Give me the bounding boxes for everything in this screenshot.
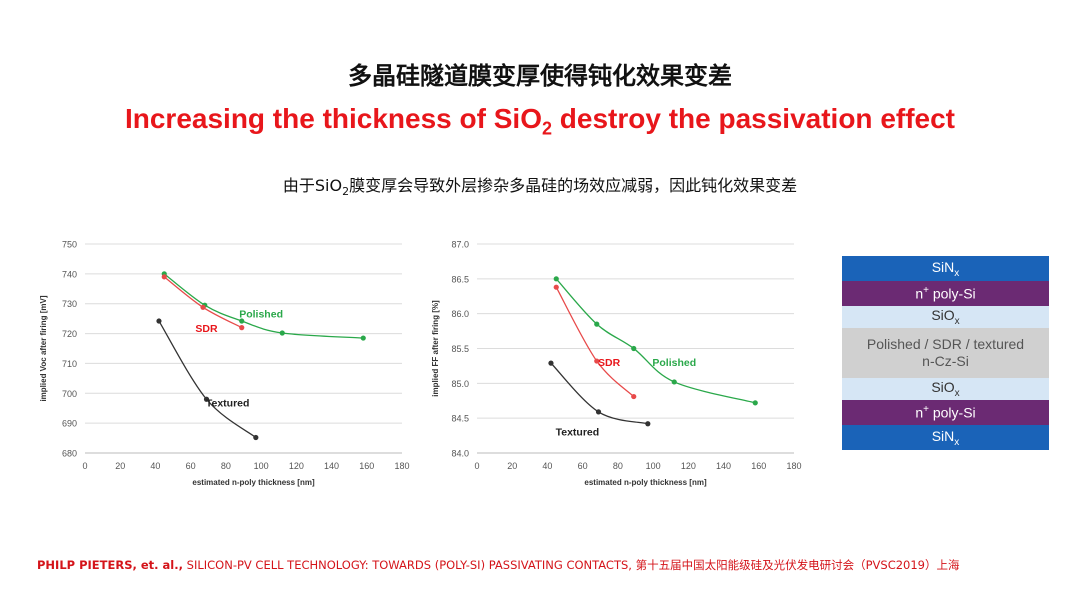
stack-layer: SiNx [842,256,1049,281]
y-tick-label: 750 [62,240,77,250]
description-text: 由于SiO2膜变厚会导致外层掺杂多晶硅的场效应减弱，因此钝化效果变差 [282,176,798,199]
data-point-textured [156,318,162,324]
y-tick-label: 85.0 [451,379,469,389]
x-tick-label: 20 [115,461,125,471]
series-line-polished [163,273,364,339]
data-point-sdr [594,358,600,364]
y-tick-label: 730 [62,299,77,309]
y-tick-label: 86.0 [451,309,469,319]
y-tick-label: 84.0 [451,449,469,459]
citation: PHILP PIETERS, et. al., SILICON-PV CELL … [37,558,960,572]
series-label-textured: Textured [206,398,250,410]
y-axis-label: implied FF after firing [%] [431,300,440,397]
stack-layer-label: SiNx [931,427,960,448]
y-axis-label: implied Voc after firing [mV] [39,295,48,401]
data-point-polished [279,330,285,336]
x-tick-label: 80 [613,461,623,471]
y-tick-label: 710 [62,359,77,369]
data-point-sdr [631,393,637,400]
data-point-textured [253,434,259,441]
data-point-polished [752,400,758,406]
page-title-cn: 多晶硅隧道膜变厚使得钝化效果变差 [348,62,732,90]
x-tick-label: 180 [394,461,409,471]
x-tick-label: 40 [150,461,160,471]
stack-layer: Polished / SDR / textured n-Cz-Si [842,328,1049,378]
x-tick-label: 40 [542,461,552,471]
stack-layer: n+ poly-Si [842,281,1049,306]
series-line-textured [550,362,648,425]
x-tick-label: 60 [186,461,196,471]
x-tick-label: 60 [578,461,588,471]
stack-layer-label: Polished / SDR / textured n-Cz-Si [866,336,1025,369]
y-tick-label: 87.0 [451,240,469,250]
x-tick-label: 180 [786,461,801,471]
page-title-en: Increasing the thickness of SiO2 destroy… [124,103,956,139]
series-line-sdr [555,286,635,398]
stack-layer: SiOx [842,306,1049,328]
series-line-sdr [163,276,243,329]
y-tick-label: 700 [62,389,77,399]
y-tick-label: 690 [62,419,77,429]
data-point-textured [548,360,554,366]
x-tick-label: 120 [289,461,304,471]
series-label-textured: Textured [556,427,600,439]
x-tick-label: 20 [507,461,517,471]
x-tick-label: 0 [82,461,87,471]
data-point-polished [594,321,600,327]
y-tick-label: 680 [62,449,77,459]
x-tick-label: 100 [646,461,661,471]
data-point-sdr [553,284,559,290]
series-label-sdr: SDR [598,357,621,369]
data-point-textured [595,409,602,415]
data-point-polished [239,318,245,324]
y-tick-label: 740 [62,269,77,279]
voc-chart: 680 690 700 710 720 730 740 750 0 20 40 60 80 100 120 1… [39,240,410,488]
x-axis-label: estimated n-poly thickness [nm] [584,478,707,487]
stack-layer-label: SiOx [931,379,960,399]
y-tick-label: 720 [62,329,77,339]
x-axis-label: estimated n-poly thickness [nm] [192,478,315,487]
x-tick-label: 140 [324,461,339,471]
stack-layer: n+ poly-Si [842,400,1049,425]
y-tick-label: 86.5 [451,274,469,284]
y-tick-label: 85.5 [451,344,469,354]
data-point-sdr [239,325,245,331]
x-tick-label: 120 [681,461,696,471]
x-tick-label: 0 [474,461,479,471]
data-point-sdr [200,304,206,310]
data-point-sdr [161,274,167,280]
stack-layer: SiNx [842,425,1049,450]
stack-layer-label: n+ poly-Si [915,285,976,302]
x-tick-label: 140 [716,461,731,471]
x-tick-label: 80 [221,461,231,471]
stack-layer: SiOx [842,378,1049,400]
y-tick-label: 84.5 [451,414,469,424]
data-point-polished [360,335,366,341]
data-point-textured [203,396,210,402]
ff-chart: 84.0 84.5 85.0 85.5 86.0 86.5 87.0 0 20 40 60 80 100… [431,240,802,488]
series-label-polished: Polished [652,357,696,369]
x-tick-label: 160 [359,461,374,471]
stack-layer-label: n+ poly-Si [915,404,976,421]
x-tick-label: 100 [254,461,269,471]
data-point-textured [645,421,651,427]
series-label-sdr: SDR [195,323,218,335]
stack-layer-label: SiNx [931,258,960,279]
stack-layer-label: SiOx [931,307,960,327]
data-point-polished [671,379,677,385]
data-point-polished [631,345,637,352]
series-line-polished [555,278,756,404]
series-label-polished: Polished [239,309,283,321]
x-tick-label: 160 [751,461,766,471]
layer-stack-diagram: SiNx n+ poly-Si SiOx Polished / SDR / textu… [842,256,1049,450]
series-line-textured [158,320,257,438]
data-point-polished [553,276,559,282]
